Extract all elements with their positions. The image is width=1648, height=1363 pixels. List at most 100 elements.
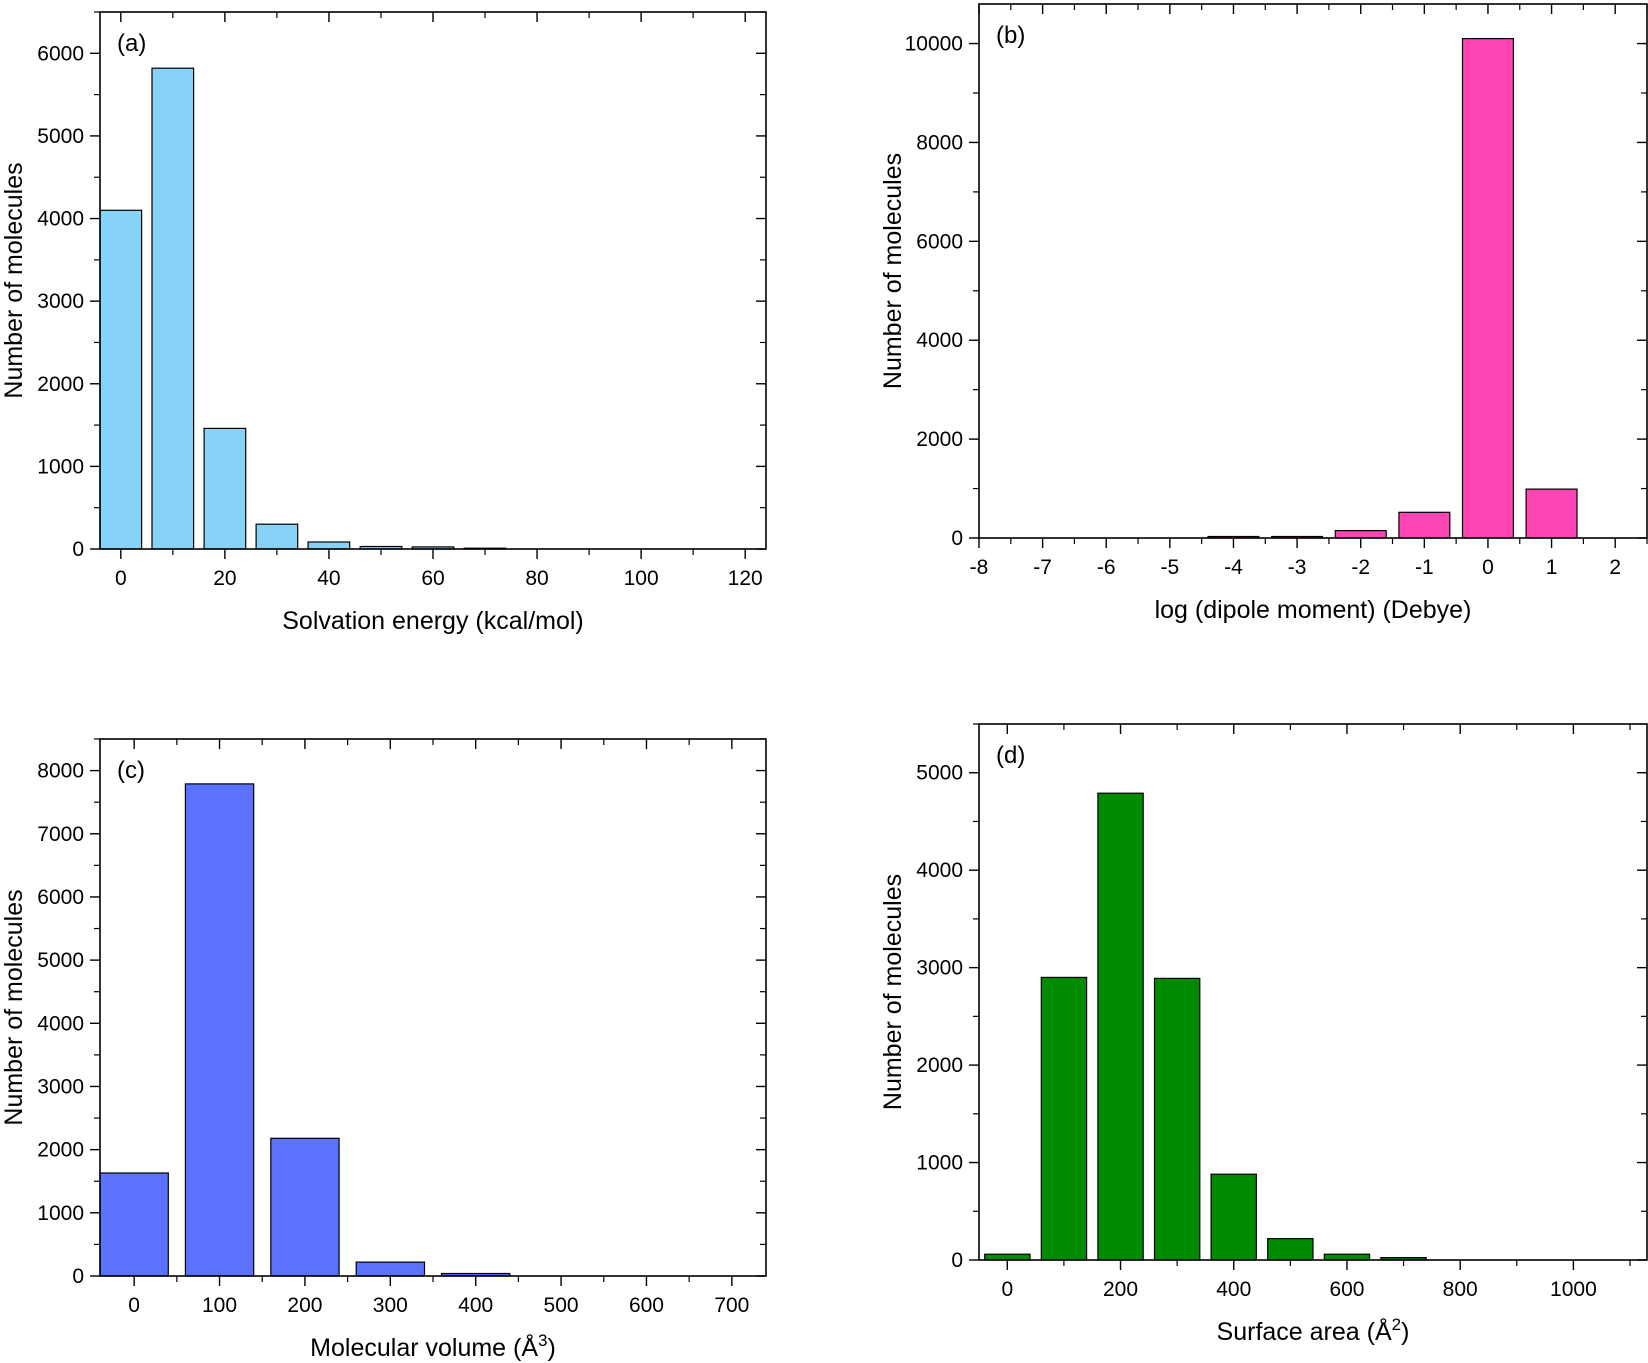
y-tick-label: 5000 (37, 125, 84, 148)
panel-d: 0 200 400 600 800 1000 0 1000 2000 3000 4000 5000 (d… (879, 723, 1648, 1346)
bar (1323, 1253, 1371, 1261)
x-tick-label: 20 (213, 567, 236, 590)
x-tick-label: -5 (1161, 556, 1180, 579)
x-tick-label: 400 (458, 1294, 493, 1317)
x-tick-label: -2 (1351, 556, 1370, 579)
x-tick-label: 120 (728, 567, 763, 590)
panel-label: (d) (996, 742, 1025, 769)
x-tick-label: 0 (1001, 1278, 1013, 1301)
y-tick-label: 4000 (37, 1012, 84, 1035)
y-tick-label: 10000 (905, 33, 963, 56)
bar (1267, 1237, 1314, 1261)
x-tick-label: 1 (1546, 556, 1558, 579)
plot-frame (978, 723, 1648, 1261)
x-tick-label: -1 (1415, 556, 1434, 579)
y-axis-title: Number of molecules (879, 874, 907, 1110)
x-tick-label: 500 (544, 1294, 579, 1317)
y-tick-label: 5000 (37, 949, 84, 972)
bar (1461, 37, 1515, 539)
x-tick-label: 0 (1482, 556, 1494, 579)
y-tick-label: 1000 (37, 1202, 84, 1225)
x-tick-label: 200 (1103, 1278, 1138, 1301)
x-tick-label: 600 (629, 1294, 664, 1317)
x-tick-label: 600 (1329, 1278, 1364, 1301)
x-tick-label: -4 (1224, 556, 1243, 579)
bar (270, 1137, 340, 1277)
x-tick-label: 400 (1216, 1278, 1251, 1301)
bar (984, 1253, 1031, 1261)
y-tick-label: 4000 (916, 859, 963, 882)
x-tick-label: 0 (128, 1294, 140, 1317)
panel-label: (c) (117, 757, 145, 784)
y-tick-label: 1000 (916, 1152, 963, 1175)
y-tick-label: 8000 (916, 131, 963, 154)
x-tick-label: 1000 (1550, 1278, 1597, 1301)
y-tick-label: 3000 (37, 290, 84, 313)
y-tick-label: 0 (72, 1265, 84, 1288)
y-tick-label: 6000 (37, 42, 84, 65)
bar (1153, 977, 1201, 1261)
x-tick-label: -7 (1033, 556, 1052, 579)
x-tick-label: 100 (624, 567, 659, 590)
plot-frame (978, 3, 1648, 539)
y-tick-label: 7000 (37, 823, 84, 846)
x-axis-title: log (dipole moment) (Debye) (1155, 596, 1472, 624)
y-tick-label: 6000 (37, 886, 84, 909)
x-tick-label: 800 (1443, 1278, 1478, 1301)
x-tick-label: -6 (1097, 556, 1116, 579)
y-tick-label: 0 (72, 538, 84, 561)
y-tick-label: 2000 (916, 428, 963, 451)
bar (307, 541, 351, 550)
bar (99, 209, 143, 550)
panel-c: 0 100 200 300 400 500 600 700010002000300040005… (0, 738, 767, 1362)
y-axis-title: Number of molecules (0, 889, 28, 1125)
y-tick-label: 0 (951, 1249, 963, 1272)
x-tick-label: 0 (115, 567, 127, 590)
x-tick-label: -8 (970, 556, 989, 579)
x-tick-label: 100 (202, 1294, 237, 1317)
x-axis-title: Solvation energy (kcal/mol) (282, 607, 584, 635)
bar (99, 1172, 169, 1277)
bar (184, 783, 255, 1277)
x-axis-title: Molecular volume (Å3) (310, 1331, 556, 1362)
y-tick-label: 3000 (37, 1075, 84, 1098)
bar (1210, 1173, 1257, 1261)
x-tick-label: 700 (714, 1294, 749, 1317)
bar (1525, 488, 1578, 539)
x-axis-title: Surface area (Å2) (1217, 1315, 1410, 1346)
y-tick-label: 4000 (37, 208, 84, 231)
bar (1334, 529, 1387, 539)
x-tick-label: 40 (317, 567, 340, 590)
y-tick-label: 5000 (916, 762, 963, 785)
panel-label: (a) (117, 30, 146, 57)
x-tick-label: 2 (1609, 556, 1621, 579)
bar (203, 427, 247, 550)
panel-b: -8 -7 -6 -5 -4 -3 -2 -1 0 1 2 0 2000 4000 6000 8000 1000… (879, 3, 1648, 624)
y-tick-label: 0 (951, 527, 963, 550)
x-tick-label: 200 (287, 1294, 322, 1317)
y-tick-label: 2000 (916, 1054, 963, 1077)
bar (1040, 976, 1088, 1261)
y-tick-label: 4000 (916, 329, 963, 352)
x-tick-label: 60 (421, 567, 444, 590)
bar (1398, 511, 1451, 539)
bar (355, 1261, 426, 1277)
y-tick-label: 2000 (37, 1139, 84, 1162)
y-tick-label: 2000 (37, 373, 84, 396)
y-axis-title: Number of molecules (879, 153, 907, 389)
plot-frame (99, 11, 767, 550)
y-tick-label: 6000 (916, 230, 963, 253)
x-tick-label: -3 (1288, 556, 1307, 579)
panel-label: (b) (996, 22, 1025, 49)
y-tick-label: 3000 (916, 957, 963, 980)
x-tick-label: 80 (525, 567, 548, 590)
bar (151, 67, 195, 550)
y-axis-title: Number of molecules (0, 162, 28, 398)
x-tick-label: 300 (373, 1294, 408, 1317)
bar (1097, 792, 1144, 1261)
panel-a: 0 20 40 60 80 100 120 0 1000 2000 3000 4000 5000 6000… (0, 11, 767, 635)
bar (255, 523, 299, 550)
y-tick-label: 1000 (37, 455, 84, 478)
y-tick-label: 8000 (37, 760, 84, 783)
